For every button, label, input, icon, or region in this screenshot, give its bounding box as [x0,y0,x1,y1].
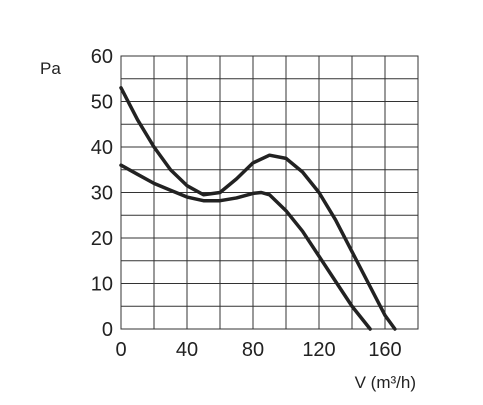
x-tick-label: 0 [115,339,126,361]
y-tick-label: 20 [91,228,113,250]
y-tick-label: 10 [91,274,113,296]
y-tick-label: 40 [91,137,113,159]
x-tick-label: 120 [302,339,335,361]
y-tick-label: 30 [91,183,113,205]
line-series [119,86,397,331]
x-tick-label: 160 [368,339,401,361]
line-series [119,163,372,331]
y-tick-label: 0 [102,319,113,341]
y-tick-label: 50 [91,92,113,114]
x-axis-label: V (m³/h) [355,373,416,392]
y-axis-label: Pa [40,59,61,78]
plot-frame [120,55,419,330]
x-tick-label: 40 [176,339,198,361]
x-tick-label: 80 [242,339,264,361]
y-tick-label: 60 [91,46,113,68]
